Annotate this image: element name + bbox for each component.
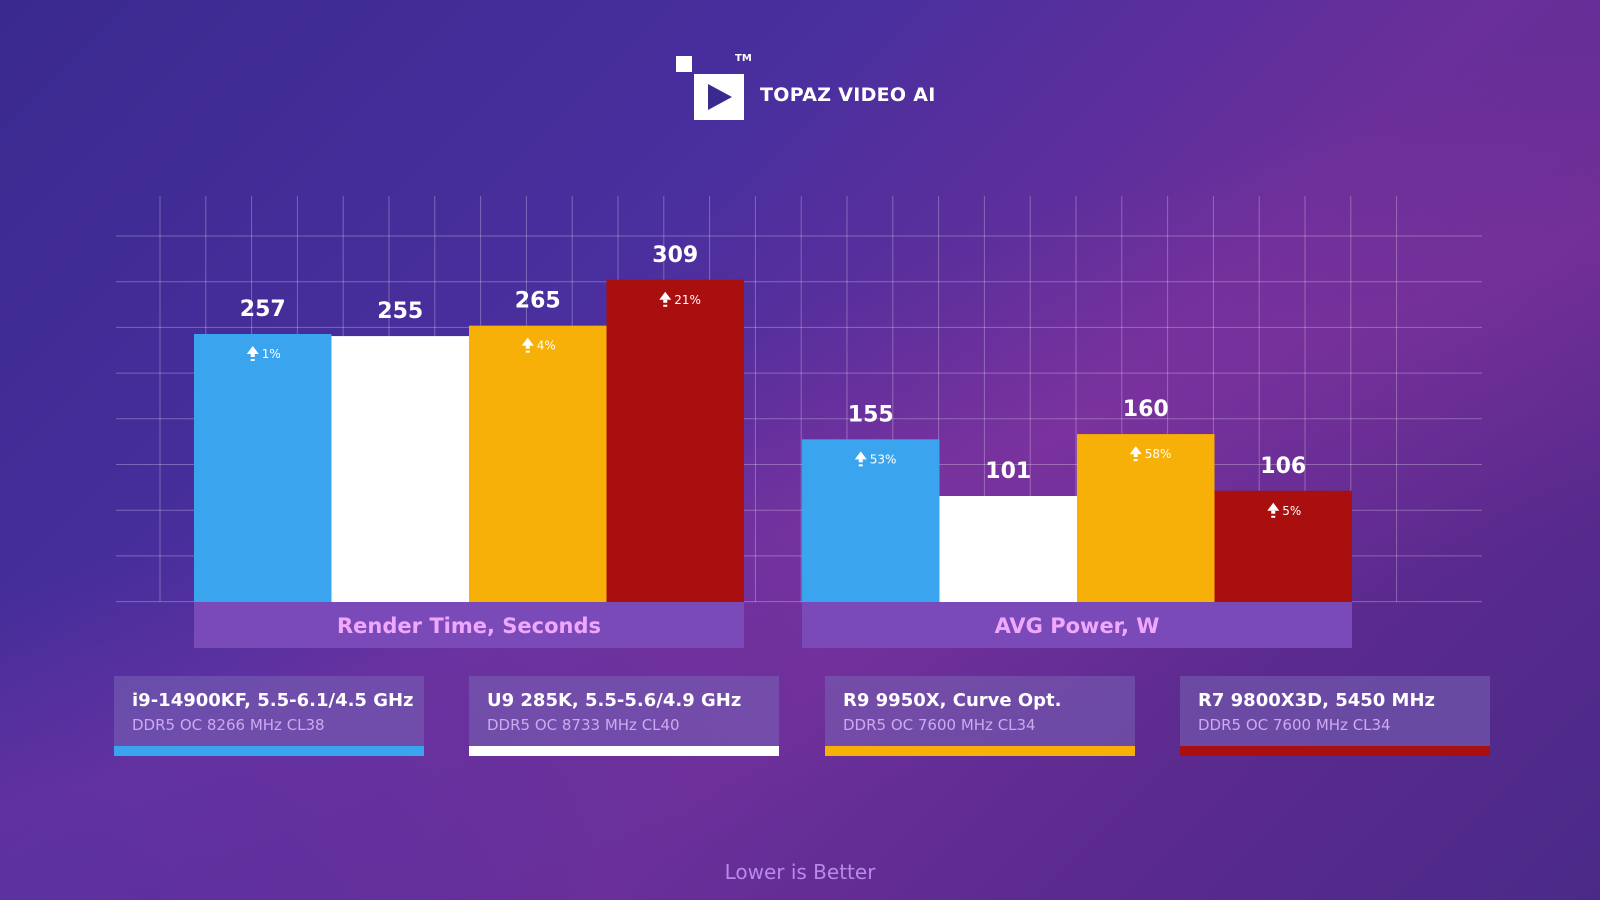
up-arrow-icon-stem	[525, 345, 530, 349]
bar-value-label: 155	[848, 402, 894, 427]
legend-cpu-name: U9 285K, 5.5-5.6/4.9 GHz	[487, 690, 742, 711]
footer-note: Lower is Better	[724, 860, 876, 884]
bar-value-label: 106	[1260, 454, 1306, 479]
up-arrow-icon-stem	[858, 464, 863, 467]
bar-value-label: 101	[985, 459, 1031, 484]
bar	[194, 334, 332, 602]
legend-item: R9 9950X, Curve Opt. DDR5 OC 7600 MHz CL3…	[825, 676, 1135, 756]
up-arrow-icon	[521, 337, 534, 346]
group-label-band	[194, 602, 744, 648]
bar	[802, 439, 940, 602]
legend-color-swatch	[1180, 746, 1490, 756]
bar-delta-label: 5%	[1282, 504, 1301, 518]
up-arrow-icon-stem	[858, 459, 863, 463]
legend-color-swatch	[825, 746, 1135, 756]
bar-delta-label: 21%	[674, 293, 701, 307]
up-arrow-icon-stem	[250, 359, 255, 361]
bar-value-label: 265	[515, 289, 561, 314]
legend-memory-spec: DDR5 OC 8733 MHz CL40	[487, 716, 680, 734]
up-arrow-icon-stem	[525, 350, 530, 353]
bar-delta-label: 58%	[1145, 447, 1172, 461]
group-label-band	[802, 602, 1352, 648]
up-arrow-icon-stem	[663, 299, 668, 303]
up-arrow-icon	[659, 291, 672, 300]
legend-item: U9 285K, 5.5-5.6/4.9 GHz DDR5 OC 8733 MHz…	[469, 676, 779, 756]
legend-memory-spec: DDR5 OC 8266 MHz CL38	[132, 716, 325, 734]
bar-delta-label: 1%	[262, 347, 281, 361]
brand-trademark: TM	[735, 53, 752, 64]
up-arrow-icon-stem	[250, 354, 255, 357]
up-arrow-icon-stem	[1133, 459, 1138, 462]
bar-value-label: 257	[240, 297, 286, 322]
legend-memory-spec: DDR5 OC 7600 MHz CL34	[1198, 716, 1391, 734]
up-arrow-icon-stem	[1271, 510, 1276, 514]
up-arrow-icon-stem	[1271, 515, 1276, 518]
bar	[331, 336, 469, 602]
up-arrow-icon-stem	[663, 304, 668, 307]
up-arrow-icon	[1267, 502, 1280, 511]
up-arrow-icon	[1129, 446, 1142, 455]
up-arrow-icon	[246, 346, 259, 354]
bar	[606, 279, 744, 602]
legend-memory-spec: DDR5 OC 7600 MHz CL34	[843, 716, 1036, 734]
bar	[1214, 490, 1352, 602]
bar-delta-label: 4%	[537, 339, 556, 353]
up-arrow-icon	[854, 451, 867, 460]
bar-value-label: 255	[377, 299, 423, 324]
bar-value-label: 160	[1123, 397, 1169, 422]
group-label: Render Time, Seconds	[337, 614, 601, 638]
bar-value-label: 309	[652, 243, 698, 268]
group-label: AVG Power, W	[995, 614, 1160, 638]
up-arrow-icon-stem	[1133, 454, 1138, 458]
bar	[469, 325, 607, 602]
legend-color-swatch	[114, 746, 424, 756]
brand-title: TOPAZ VIDEO AI	[760, 84, 936, 106]
bar-delta-label: 53%	[870, 452, 897, 466]
bar	[939, 496, 1077, 602]
legend-item: i9-14900KF, 5.5-6.1/4.5 GHz DDR5 OC 8266 …	[114, 676, 424, 756]
bar	[1077, 434, 1215, 602]
bar-chart: 257 1% 255 265 4% 309 21% Render Time, Seconds 1…	[194, 243, 1352, 648]
legend-cpu-name: R9 9950X, Curve Opt.	[843, 690, 1062, 711]
legend-cpu-name: i9-14900KF, 5.5-6.1/4.5 GHz	[132, 690, 414, 711]
legend-item: R7 9800X3D, 5450 MHz DDR5 OC 7600 MHz CL3…	[1180, 676, 1490, 756]
topaz-logo-icon	[676, 56, 744, 120]
legend-color-swatch	[469, 746, 779, 756]
legend-cpu-name: R7 9800X3D, 5450 MHz	[1198, 690, 1436, 711]
